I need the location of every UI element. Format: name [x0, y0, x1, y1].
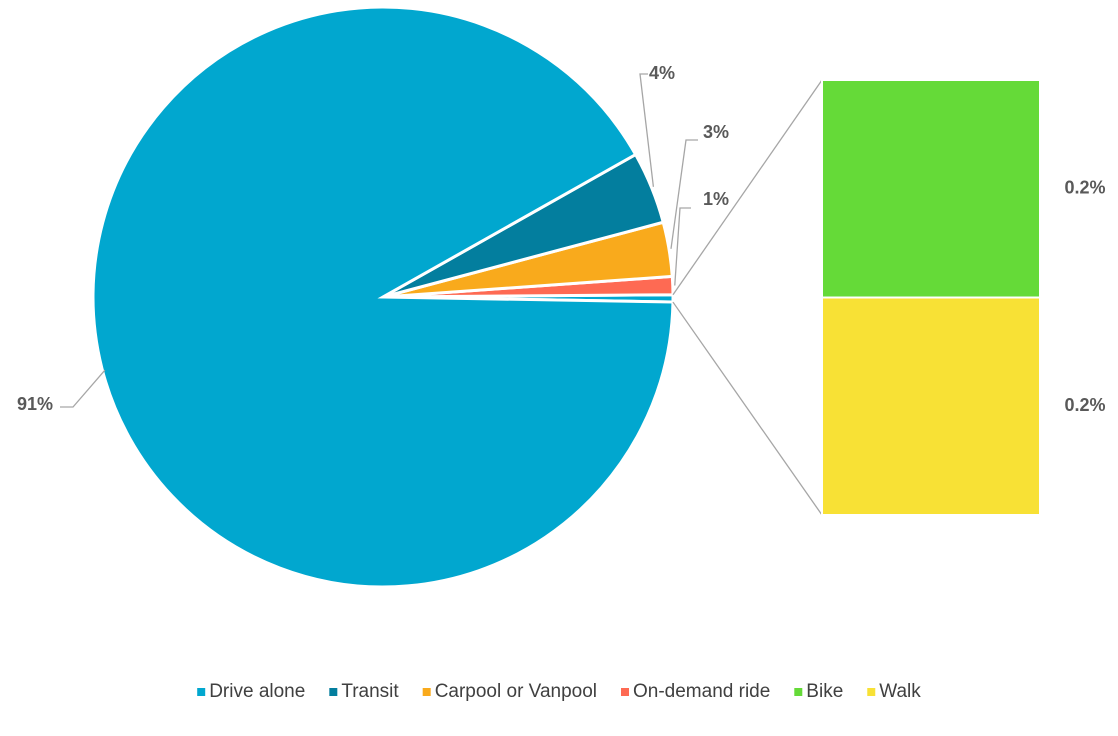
data-label: 4% — [649, 63, 675, 83]
legend-swatch — [329, 688, 338, 696]
data-label: 3% — [703, 122, 729, 142]
legend-swatch — [422, 688, 431, 696]
legend-label: Walk — [879, 681, 921, 702]
pie-slice — [91, 5, 675, 589]
legend-swatch — [867, 688, 876, 696]
legend-label: Carpool or Vanpool — [435, 681, 597, 702]
data-label: 1% — [703, 189, 729, 209]
data-label: 91% — [17, 394, 53, 414]
leader-line — [60, 369, 106, 408]
legend-label: Bike — [806, 681, 843, 702]
legend-label: Drive alone — [209, 681, 305, 702]
leader-line — [670, 139, 698, 249]
bar-segment — [821, 79, 1041, 299]
legend-swatch — [794, 688, 803, 696]
bar-segment — [821, 296, 1041, 516]
legend-swatch — [621, 688, 629, 696]
leader-line — [639, 73, 655, 187]
legend-swatch — [197, 688, 206, 696]
data-label: 0.2% — [1064, 178, 1105, 198]
data-label: 0.2% — [1064, 395, 1105, 415]
leader-line — [674, 207, 691, 286]
connector — [672, 301, 823, 516]
legend-label: Transit — [341, 681, 399, 702]
legend-label: On-demand ride — [633, 681, 770, 702]
connector — [672, 79, 823, 296]
